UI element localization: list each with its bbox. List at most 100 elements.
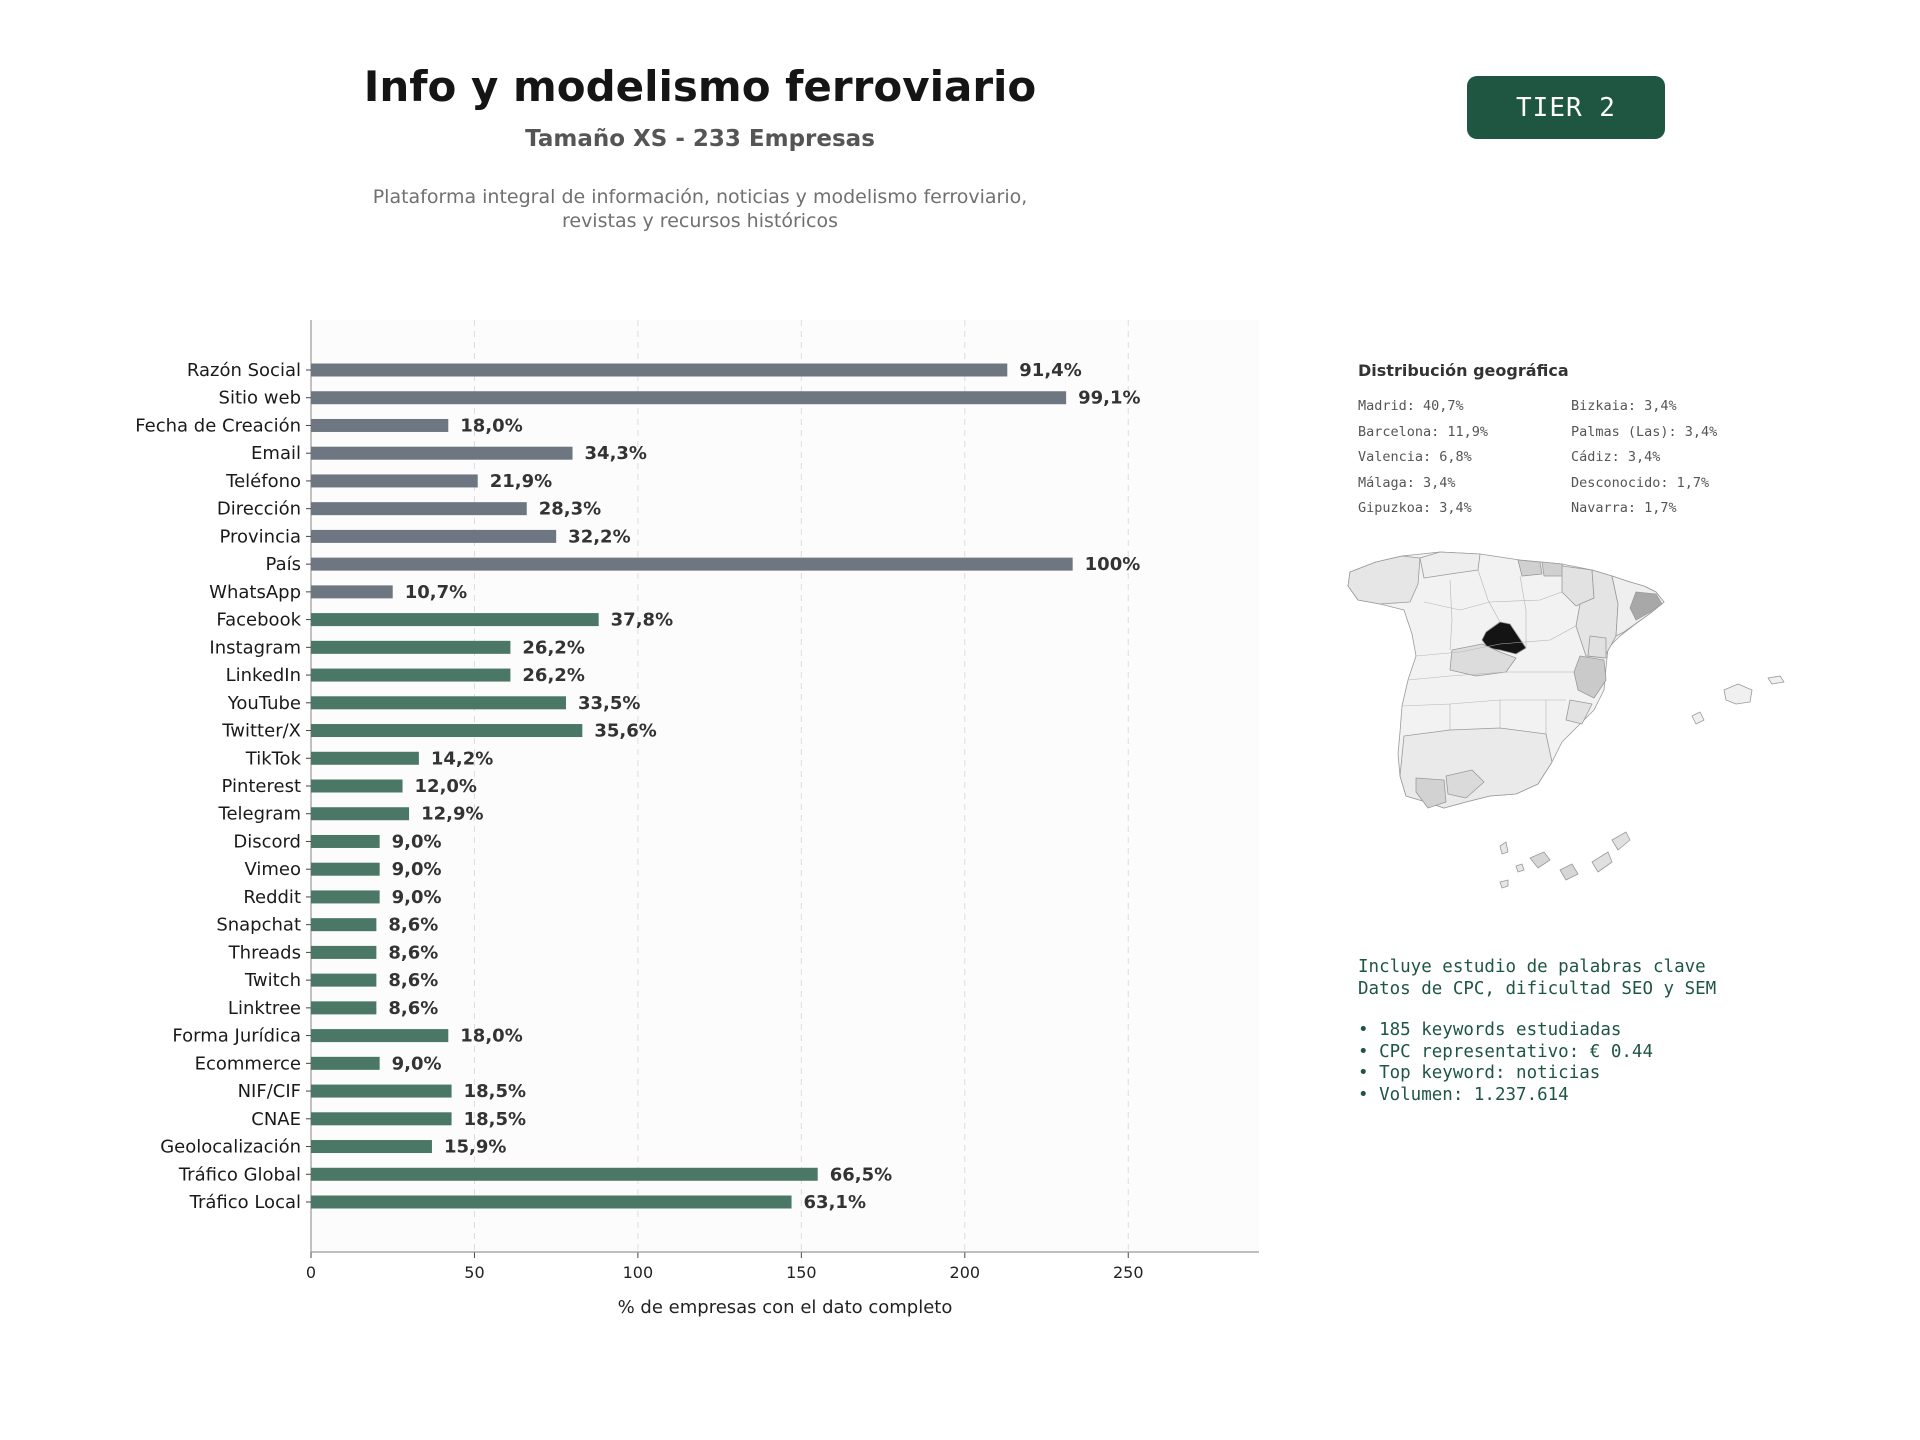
data-label: 99,1% <box>1078 388 1140 409</box>
bar <box>311 724 583 738</box>
bar <box>311 668 511 682</box>
category-label: Instagram <box>209 637 301 658</box>
data-label: 9,0% <box>392 859 442 880</box>
bar <box>311 529 557 543</box>
category-label: Teléfono <box>225 471 301 492</box>
bar <box>311 1001 377 1015</box>
bar <box>311 446 573 460</box>
bar <box>311 1029 449 1043</box>
data-label: 63,1% <box>804 1192 866 1213</box>
category-label: Email <box>251 443 301 464</box>
data-label: 10,7% <box>405 582 467 603</box>
category-label: Linktree <box>228 998 301 1019</box>
map-toledo <box>1449 643 1517 677</box>
keyword-bullet: • Top keyword: noticias <box>1358 1063 1601 1083</box>
map-bizkaia <box>1517 559 1543 577</box>
geo-item: Desconocido: 1,7% <box>1571 474 1710 491</box>
bar <box>311 418 449 432</box>
data-label: 37,8% <box>611 610 673 631</box>
map-gipuzkoa <box>1541 561 1565 577</box>
map-canary-la-palma <box>1499 841 1509 855</box>
category-label: País <box>266 554 301 575</box>
bar <box>311 862 380 876</box>
data-label: 14,2% <box>431 748 493 769</box>
map-balearic-menorca <box>1767 675 1785 685</box>
category-label: Vimeo <box>244 859 301 880</box>
bar <box>311 474 478 488</box>
x-tick-label: 200 <box>950 1263 981 1282</box>
data-label: 66,5% <box>830 1164 892 1185</box>
category-label: Dirección <box>217 499 301 520</box>
data-label: 91,4% <box>1019 360 1081 381</box>
data-label: 18,0% <box>460 415 522 436</box>
x-tick-label: 50 <box>464 1263 484 1282</box>
data-label: 18,0% <box>460 1026 522 1047</box>
map-madrid <box>1481 621 1527 655</box>
category-label: Ecommerce <box>195 1053 301 1074</box>
bar <box>311 918 377 932</box>
bar <box>311 834 380 848</box>
map-castellon <box>1587 635 1607 659</box>
geo-item: Barcelona: 11,9% <box>1358 423 1489 440</box>
map-canary-tenerife <box>1529 851 1551 869</box>
data-label: 12,9% <box>421 804 483 825</box>
map-canary-fuerteventura <box>1591 851 1613 873</box>
bar <box>311 1056 380 1070</box>
bar <box>311 890 380 904</box>
keywords-line-2: Datos de CPC, dificultad SEO y SEM <box>1358 978 1717 999</box>
geo-item: Madrid: 40,7% <box>1358 398 1464 414</box>
map-malaga <box>1445 769 1485 799</box>
bar <box>311 1084 452 1098</box>
map-alicante <box>1565 699 1593 725</box>
data-label: 8,6% <box>388 915 438 936</box>
bar <box>311 1195 792 1209</box>
category-label: WhatsApp <box>209 582 301 603</box>
x-tick-label: 250 <box>1113 1263 1144 1282</box>
data-label: 33,5% <box>578 693 640 714</box>
spain-province-map <box>1347 551 1785 889</box>
keywords-line-1: Incluye estudio de palabras clave <box>1358 957 1706 977</box>
map-balearic-mallorca <box>1723 683 1753 705</box>
bar <box>311 1112 452 1126</box>
geo-item: Navarra: 1,7% <box>1571 500 1677 516</box>
geo-distribution-title: Distribución geográfica <box>1358 361 1569 380</box>
data-label: 8,6% <box>388 942 438 963</box>
bar <box>311 613 599 627</box>
category-label: YouTube <box>227 693 301 714</box>
x-tick-label: 100 <box>623 1263 654 1282</box>
bar <box>311 1167 818 1181</box>
category-label: Telegram <box>218 804 301 825</box>
bar <box>311 557 1073 571</box>
bar <box>311 391 1067 405</box>
data-label: 9,0% <box>392 887 442 908</box>
page-title: Info y modelismo ferroviario <box>363 62 1037 111</box>
category-label: Threads <box>228 942 301 963</box>
bar <box>311 751 419 765</box>
map-galicia <box>1347 555 1421 605</box>
category-label: Snapchat <box>216 915 301 936</box>
category-label: Tráfico Global <box>178 1164 301 1185</box>
category-label: Discord <box>233 831 301 852</box>
map-canary-gran-canaria <box>1559 863 1579 881</box>
description-line-2: revistas y recursos históricos <box>561 210 839 232</box>
data-label: 26,2% <box>522 665 584 686</box>
data-label: 8,6% <box>388 970 438 991</box>
category-label: Pinterest <box>221 776 301 797</box>
category-label: LinkedIn <box>226 665 301 686</box>
bar <box>311 973 377 987</box>
bar <box>311 945 377 959</box>
keyword-bullet: • 185 keywords estudiadas <box>1358 1020 1622 1040</box>
bar <box>311 363 1008 377</box>
data-label: 8,6% <box>388 998 438 1019</box>
map-canary-el-hierro <box>1499 879 1509 889</box>
data-label: 28,3% <box>539 499 601 520</box>
category-label: Geolocalización <box>160 1137 301 1158</box>
data-label: 26,2% <box>522 637 584 658</box>
geo-item: Bizkaia: 3,4% <box>1571 398 1677 414</box>
category-label: Reddit <box>243 887 301 908</box>
category-label: Tráfico Local <box>189 1192 301 1213</box>
map-barcelona <box>1629 591 1663 621</box>
page-description: Plataforma integral de información, noti… <box>295 185 1105 233</box>
geo-item: Málaga: 3,4% <box>1358 474 1456 491</box>
category-label: NIF/CIF <box>238 1081 301 1102</box>
